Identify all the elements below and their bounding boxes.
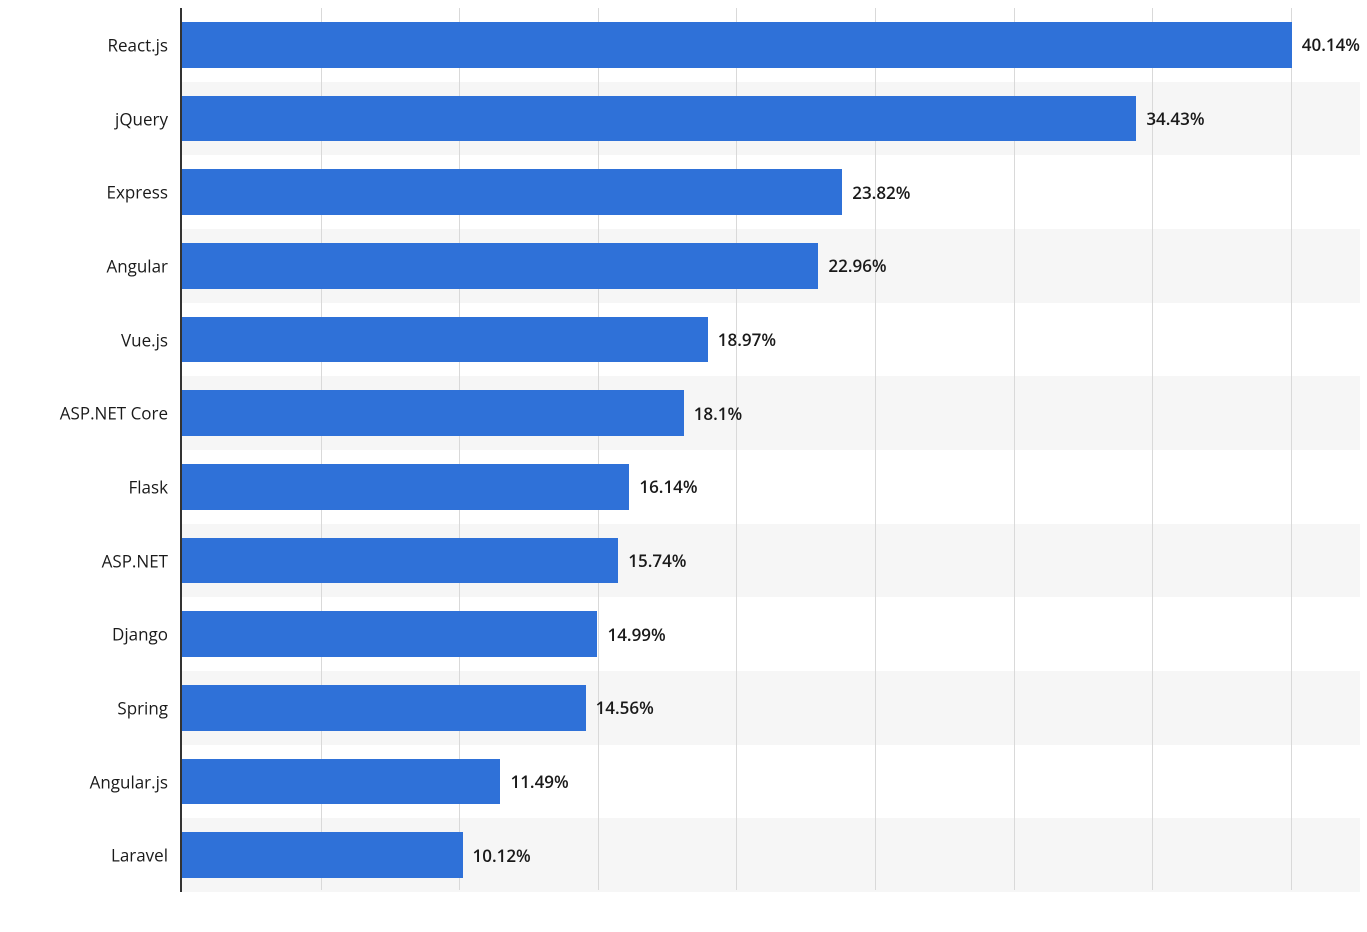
- chart-value-label: 15.74%: [628, 549, 686, 572]
- chart-category-label: Django: [112, 623, 168, 646]
- chart-plot-area: React.js40.14%jQuery34.43%Express23.82%A…: [180, 8, 1360, 892]
- chart-category-label: Laravel: [111, 844, 168, 867]
- chart-category-label: Angular: [106, 254, 168, 277]
- chart-category-label: Flask: [128, 475, 168, 498]
- chart-bar-row: 18.1%: [182, 390, 1360, 436]
- chart-bar-row: 14.99%: [182, 611, 1360, 657]
- chart-category-label: ASP.NET: [102, 549, 168, 572]
- chart-bar: [182, 538, 618, 584]
- chart-value-label: 16.14%: [639, 475, 697, 498]
- chart-bar-row: 15.74%: [182, 538, 1360, 584]
- chart-category-label: jQuery: [115, 107, 168, 130]
- chart-bar: [182, 390, 684, 436]
- chart-category-label: Angular.js: [90, 770, 168, 793]
- chart-category-label: React.js: [107, 33, 168, 56]
- chart-value-label: 34.43%: [1146, 107, 1204, 130]
- chart-bar-row: 40.14%: [182, 22, 1360, 68]
- chart-bar-row: 18.97%: [182, 317, 1360, 363]
- chart-bar-row: 11.49%: [182, 759, 1360, 805]
- chart-value-label: 18.97%: [718, 328, 776, 351]
- chart-bar: [182, 759, 500, 805]
- chart-value-label: 18.1%: [694, 402, 743, 425]
- chart-value-label: 10.12%: [473, 844, 531, 867]
- chart-bar: [182, 611, 597, 657]
- chart-value-label: 40.14%: [1302, 33, 1360, 56]
- chart-category-label: Vue.js: [121, 328, 168, 351]
- chart-bar: [182, 22, 1292, 68]
- chart-bar-row: 14.56%: [182, 685, 1360, 731]
- chart-bar: [182, 832, 463, 878]
- chart-container: React.js 40.14% jQuery 34.43% Express 23.82% A…: [0, 0, 1367, 932]
- chart-bar-row: 23.82%: [182, 169, 1360, 215]
- chart-value-label: 14.56%: [596, 696, 654, 719]
- chart-category-label: Spring: [117, 696, 168, 719]
- chart-value-label: 14.99%: [607, 623, 665, 646]
- chart-bar: [182, 685, 586, 731]
- chart-bar-row: 22.96%: [182, 243, 1360, 289]
- chart-bar: [182, 243, 818, 289]
- chart-category-label: Express: [107, 181, 168, 204]
- chart-bar: [182, 317, 708, 363]
- chart-bar-row: 16.14%: [182, 464, 1360, 510]
- chart-bar: [182, 464, 629, 510]
- chart-bar-row: 34.43%: [182, 96, 1360, 142]
- chart-bar-row: 10.12%: [182, 832, 1360, 878]
- chart-value-label: 23.82%: [852, 181, 910, 204]
- chart-value-label: 11.49%: [510, 770, 568, 793]
- chart-value-label: 22.96%: [828, 254, 886, 277]
- chart-bar: [182, 96, 1136, 142]
- chart-bar: [182, 169, 842, 215]
- chart-category-label: ASP.NET Core: [60, 402, 168, 425]
